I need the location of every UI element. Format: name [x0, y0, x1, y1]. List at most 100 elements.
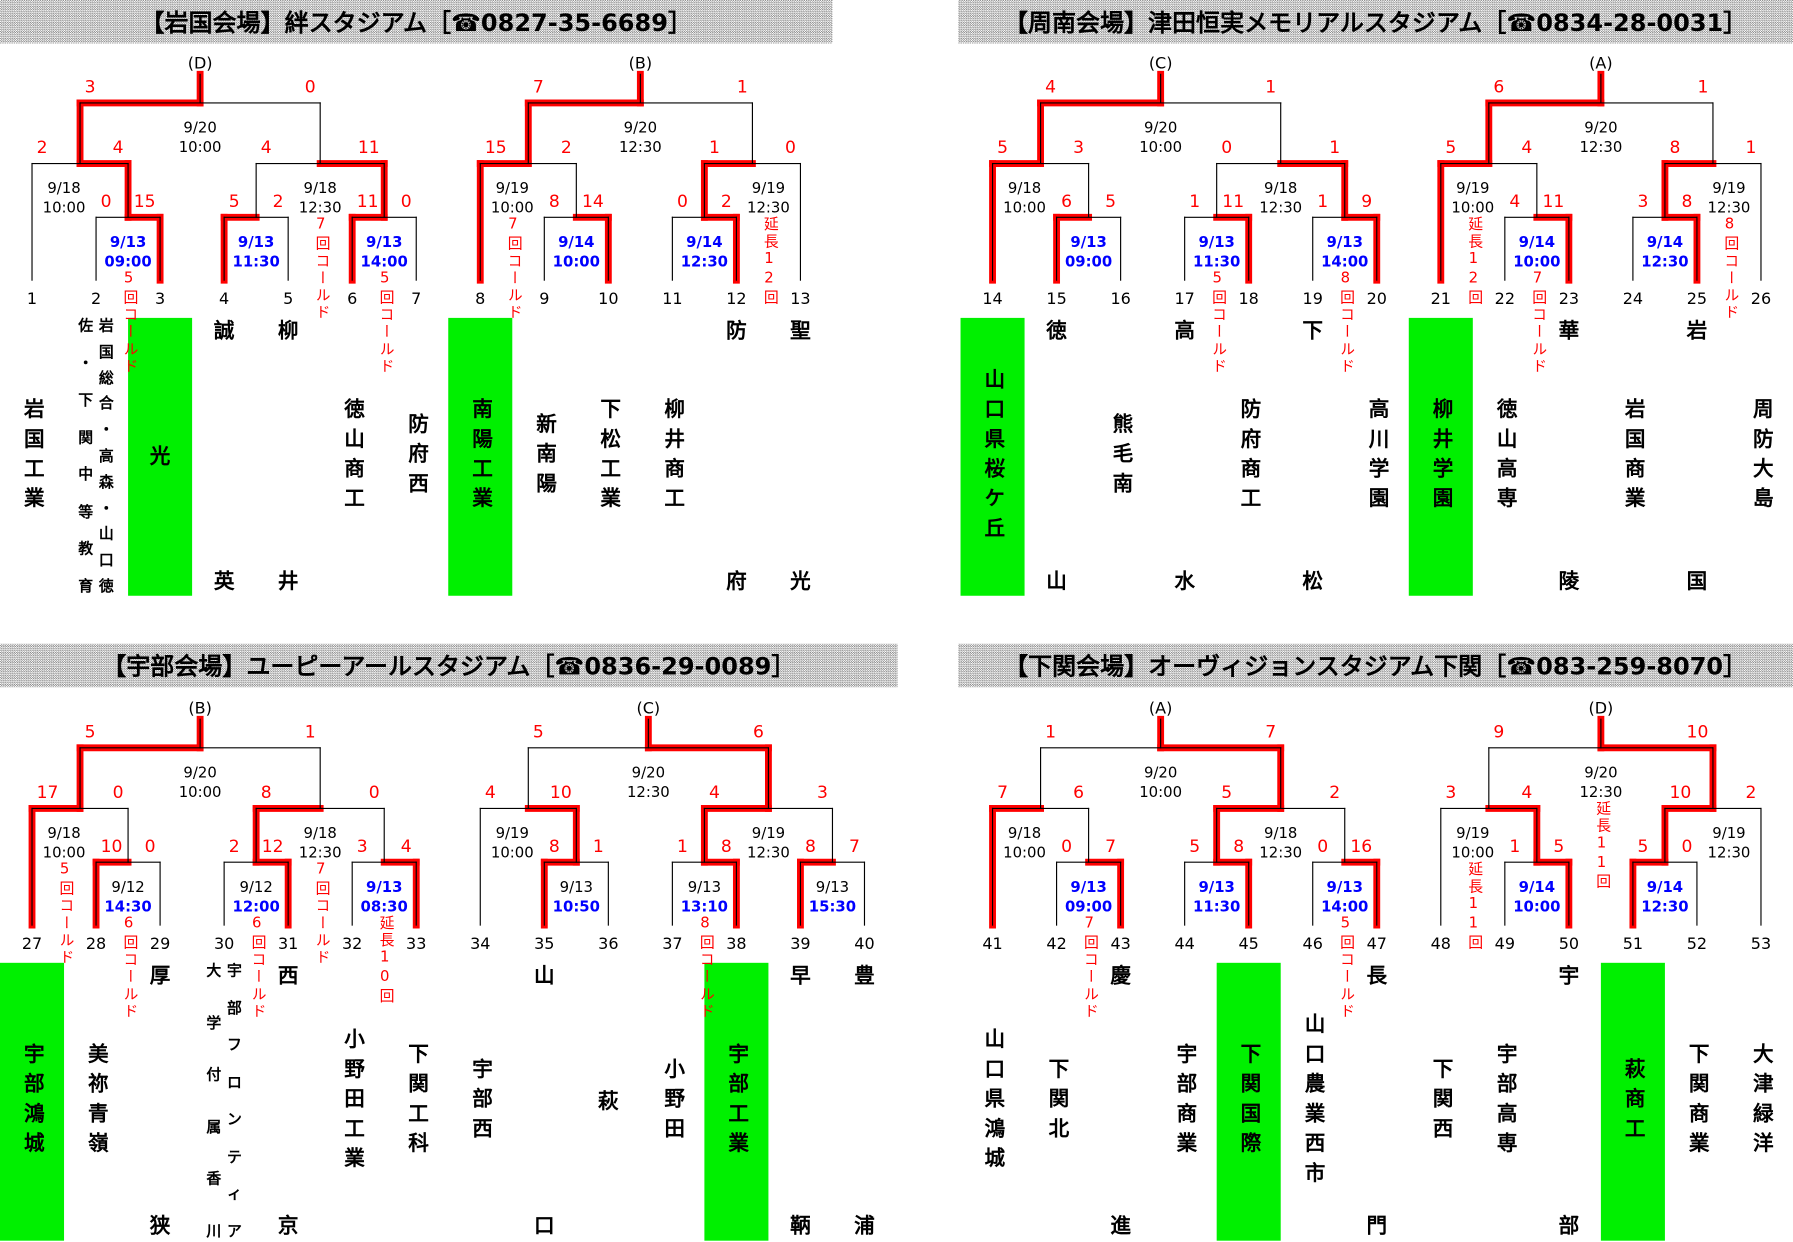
team-name: 防府	[704, 318, 768, 596]
team-name: 美祢青嶺	[64, 963, 128, 1241]
slot-number: 24	[1623, 289, 1643, 308]
game-time: 11:30	[1193, 897, 1240, 915]
score: 1	[1317, 192, 1328, 212]
score: 5	[85, 723, 96, 743]
team-name: 早鞆	[768, 963, 832, 1241]
team-name-char: 早	[790, 963, 811, 988]
slot-number: 25	[1687, 289, 1707, 308]
slot-number: 7	[411, 289, 421, 308]
slot-number: 50	[1559, 934, 1579, 953]
team-name-char: 部	[226, 1000, 242, 1018]
slot-number: 41	[982, 934, 1002, 953]
score: 10	[101, 837, 123, 857]
slot-number: 47	[1367, 934, 1387, 953]
team-name-champion: 下関国際	[1216, 962, 1281, 1241]
team-name-text: 萩商工	[1621, 1057, 1646, 1147]
slot-number: 49	[1495, 934, 1515, 953]
team-name: 宇部商業	[1153, 963, 1217, 1241]
team-name-char: 岩	[98, 317, 114, 336]
game-date: 9/18	[1264, 179, 1297, 197]
team-name-char: 口	[534, 1214, 555, 1239]
game-note: 7回コールド	[312, 216, 330, 322]
game-time: 12:30	[1641, 897, 1688, 915]
slot-number: 6	[347, 289, 357, 308]
team-name-char: 英	[213, 569, 235, 594]
score: 1	[677, 837, 688, 857]
slot-number: 27	[22, 934, 42, 953]
team-name: 新南陽	[512, 318, 576, 596]
slot-number: 29	[150, 934, 170, 953]
team-name-char: 合	[98, 396, 114, 414]
team-name-text: 下松	[1299, 320, 1326, 593]
team-name: 防府商工	[1217, 318, 1281, 596]
score: 3	[817, 783, 828, 803]
score: 2	[1329, 783, 1340, 803]
bracket-block-label: (B)	[629, 54, 652, 73]
slot-number: 35	[534, 934, 554, 953]
score: 0	[1681, 837, 1692, 857]
slot-number: 32	[342, 934, 362, 953]
slot-number: 33	[406, 934, 426, 953]
team-name-champion: 山口県桜ケ丘	[960, 317, 1025, 596]
team-name-char: 光	[790, 569, 811, 594]
team-name-text: 下関国際	[1237, 1042, 1262, 1162]
team-name-char: 水	[1174, 569, 1195, 594]
score: 4	[113, 138, 124, 158]
team-name: 高川学園	[1345, 318, 1409, 596]
team-name-text: 大津緑洋	[1749, 1042, 1774, 1162]
game-date: 9/19	[1456, 179, 1489, 197]
team-name-char: ン	[226, 1111, 242, 1129]
score: 3	[85, 78, 96, 98]
game-note: 延長11回	[1592, 800, 1611, 891]
slot-number: 46	[1303, 934, 1323, 953]
score: 1	[737, 78, 748, 98]
slot-number: 51	[1623, 934, 1643, 953]
game-date: 9/20	[1144, 119, 1177, 137]
score: 3	[1445, 783, 1456, 803]
score: 6	[1073, 783, 1084, 803]
game-note: 7回コールド	[504, 216, 522, 322]
score: 5	[997, 138, 1008, 158]
bracket-block-label: (D)	[188, 54, 213, 73]
game-note: 5回コールド	[56, 861, 74, 967]
team-name-text: 高川学園	[1365, 397, 1390, 517]
team-name-char: 松	[1302, 569, 1324, 594]
score: 5	[1553, 837, 1564, 857]
score: 0	[1061, 837, 1072, 857]
team-name-char: 長	[1366, 963, 1388, 988]
score: 7	[997, 783, 1008, 803]
game-time: 12:30	[681, 252, 728, 270]
team-name-text: 華陵	[1555, 320, 1582, 593]
team-name-char: 山	[534, 963, 555, 988]
team-name-text: 下関商業	[1685, 1042, 1710, 1162]
team-name: 宇部高専	[1473, 963, 1537, 1241]
team-name-char: 徳	[1046, 319, 1067, 344]
team-name-char: 進	[1110, 1214, 1131, 1239]
team-name-char: ア	[226, 1223, 242, 1241]
game-date: 9/13	[366, 878, 402, 896]
score: 2	[721, 192, 732, 212]
score: 8	[549, 837, 560, 857]
bracket-block-label: (C)	[1149, 54, 1173, 73]
team-name-text: 誠英	[210, 320, 237, 593]
score: 5	[1445, 138, 1456, 158]
score: 1	[1697, 78, 1708, 98]
venue-name: 【岩国会場】絆スタジアム	[140, 9, 427, 37]
game-time: 13:10	[681, 897, 728, 915]
score: 8	[1233, 837, 1244, 857]
team-name-char: 教	[78, 541, 94, 559]
slot-number: 20	[1367, 289, 1387, 308]
bracket-block-label: (D)	[1588, 699, 1613, 718]
team-name-text: 徳山	[1043, 320, 1070, 593]
venue-title-bar: 【下関会場】オーヴィジョンスタジアム下関☎083-259-8070	[958, 643, 1793, 688]
score: 12	[262, 837, 284, 857]
game-date: 9/18	[47, 824, 80, 842]
game-time: 10:00	[1451, 844, 1494, 862]
game-note: 8回コールド	[1336, 269, 1354, 376]
team-name-char: 岩	[1686, 319, 1708, 344]
team-name-char: 大	[206, 962, 222, 980]
game-time: 10:00	[1513, 897, 1560, 915]
game-date: 9/13	[238, 233, 274, 251]
